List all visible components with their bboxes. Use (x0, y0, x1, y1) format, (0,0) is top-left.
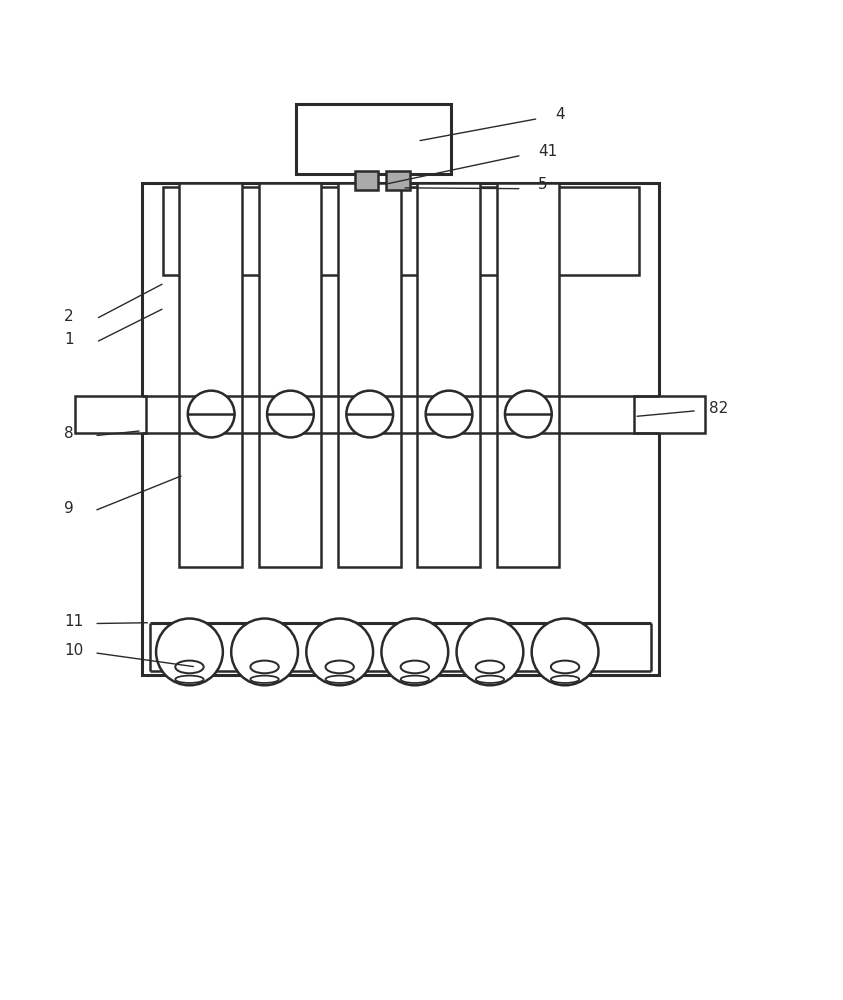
Bar (497, 183, 559, 567)
Bar (142, 183, 659, 675)
Ellipse shape (457, 619, 524, 685)
Bar (75, 396, 146, 433)
Circle shape (188, 391, 234, 437)
Text: 41: 41 (539, 144, 557, 159)
Text: 5: 5 (539, 177, 548, 192)
Ellipse shape (250, 661, 279, 673)
Ellipse shape (175, 676, 204, 683)
Ellipse shape (381, 619, 448, 685)
Ellipse shape (400, 661, 429, 673)
Ellipse shape (532, 619, 599, 685)
Text: 10: 10 (64, 643, 83, 658)
Text: 4: 4 (555, 107, 565, 122)
Ellipse shape (231, 619, 298, 685)
Ellipse shape (475, 676, 504, 683)
Text: 2: 2 (64, 309, 74, 324)
Ellipse shape (175, 661, 204, 673)
Ellipse shape (475, 661, 504, 673)
Ellipse shape (325, 661, 354, 673)
Circle shape (346, 391, 393, 437)
Bar (296, 104, 451, 174)
Bar (259, 183, 321, 567)
Bar (386, 171, 410, 190)
Bar (180, 183, 242, 567)
Text: 9: 9 (64, 501, 74, 516)
Circle shape (426, 391, 472, 437)
Ellipse shape (325, 676, 354, 683)
Bar (163, 187, 638, 275)
Ellipse shape (550, 676, 579, 683)
Bar (338, 183, 400, 567)
Circle shape (267, 391, 314, 437)
Text: 82: 82 (710, 401, 728, 416)
Ellipse shape (400, 676, 429, 683)
Bar (417, 183, 480, 567)
Ellipse shape (250, 676, 279, 683)
Text: 1: 1 (64, 332, 74, 347)
Bar (634, 396, 706, 433)
Bar (355, 171, 379, 190)
Ellipse shape (550, 661, 579, 673)
Text: 8: 8 (64, 426, 74, 441)
Ellipse shape (156, 619, 223, 685)
Circle shape (505, 391, 551, 437)
Ellipse shape (306, 619, 373, 685)
Text: 11: 11 (64, 614, 83, 629)
